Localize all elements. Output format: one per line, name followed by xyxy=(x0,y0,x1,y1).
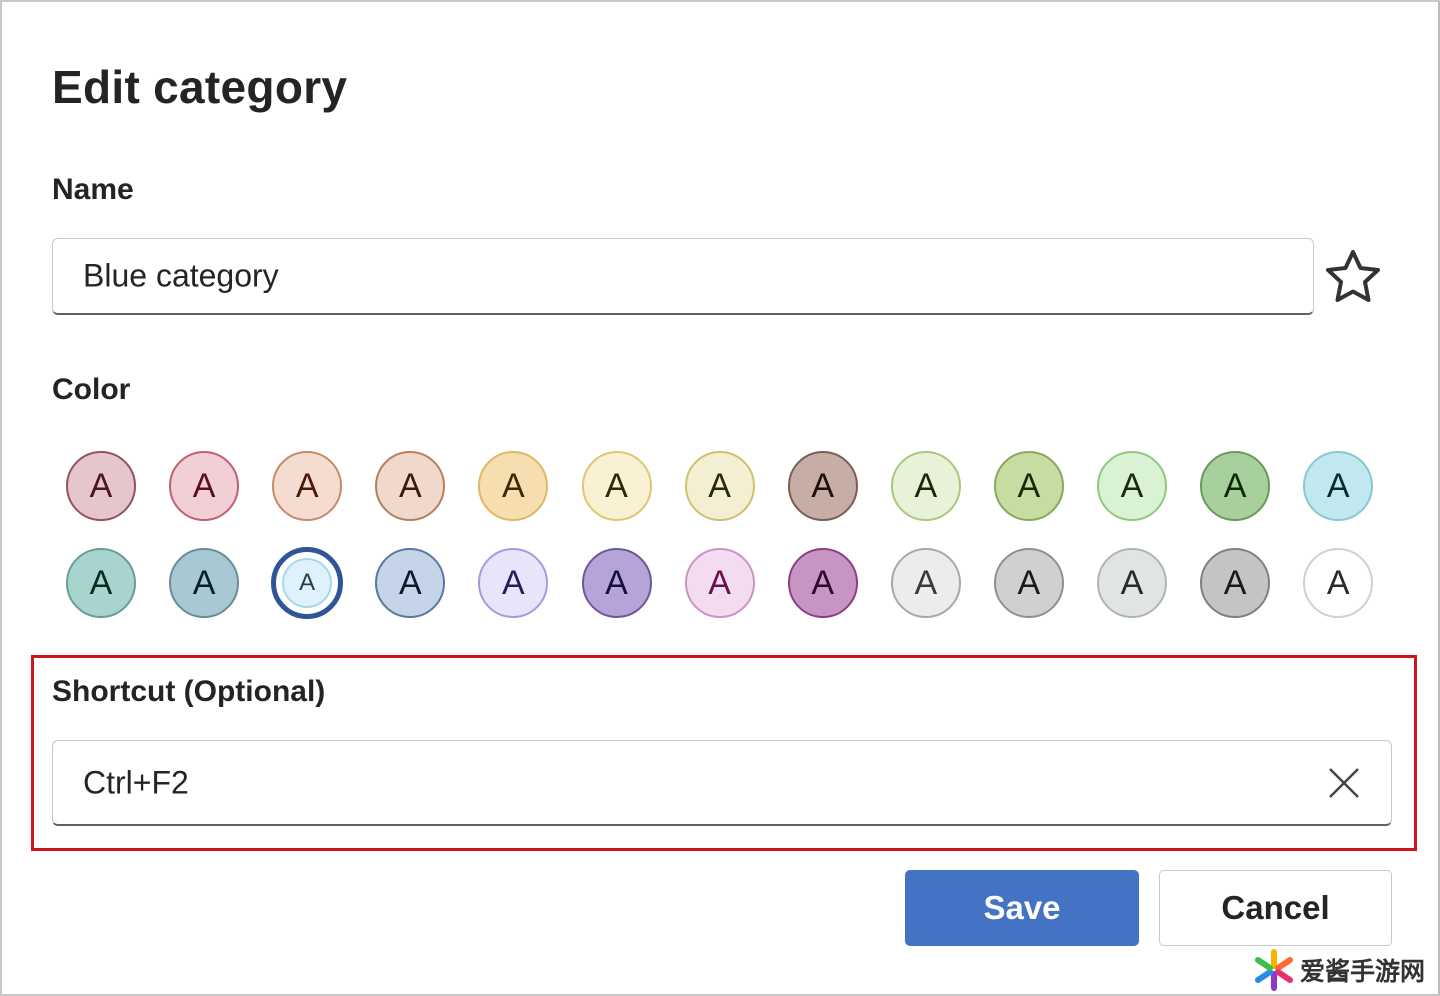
color-swatch[interactable]: A xyxy=(581,451,652,521)
cancel-button[interactable]: Cancel xyxy=(1159,870,1392,946)
color-swatch[interactable]: A xyxy=(66,548,136,618)
color-swatch[interactable]: A xyxy=(375,451,446,521)
name-input-value: Blue category xyxy=(83,257,279,294)
color-swatch[interactable]: A xyxy=(993,451,1064,521)
watermark-logo-icon xyxy=(1255,949,1293,991)
color-swatch[interactable]: A xyxy=(1303,451,1374,521)
watermark: 爱酱手游网 xyxy=(1252,948,1425,992)
shortcut-input[interactable]: Ctrl+F2 xyxy=(52,740,1392,826)
color-swatch[interactable]: A xyxy=(890,451,961,521)
color-swatch[interactable]: A xyxy=(1097,548,1167,618)
color-swatch[interactable]: A xyxy=(787,451,858,521)
color-swatch[interactable]: A xyxy=(1097,451,1167,521)
color-swatch[interactable]: A xyxy=(478,451,549,521)
shortcut-highlight-box xyxy=(31,655,1417,851)
color-swatch[interactable]: A xyxy=(993,548,1064,618)
color-swatch[interactable]: A xyxy=(66,451,136,521)
shortcut-label: Shortcut (Optional) xyxy=(52,675,326,708)
color-swatch[interactable]: A xyxy=(1303,548,1374,618)
color-label: Color xyxy=(52,373,131,406)
close-icon[interactable] xyxy=(1327,766,1361,800)
save-button[interactable]: Save xyxy=(905,870,1139,946)
color-swatch[interactable]: A xyxy=(581,548,652,618)
star-icon[interactable] xyxy=(1322,247,1384,307)
color-swatch[interactable]: A xyxy=(169,548,240,618)
color-swatch[interactable]: A xyxy=(169,451,240,521)
color-swatch[interactable]: A xyxy=(684,451,755,521)
dialog-title: Edit category xyxy=(52,61,348,113)
color-swatch[interactable]: A xyxy=(684,548,755,618)
color-swatch[interactable]: A xyxy=(271,547,344,619)
color-swatch[interactable]: A xyxy=(1200,548,1271,618)
shortcut-input-value: Ctrl+F2 xyxy=(83,764,189,800)
color-swatch-selected-inner: A xyxy=(282,558,333,608)
watermark-text: 爱酱手游网 xyxy=(1300,958,1426,986)
color-swatch[interactable]: A xyxy=(890,548,961,618)
name-label: Name xyxy=(52,173,134,206)
color-swatch[interactable]: A xyxy=(478,548,549,618)
color-swatch[interactable]: A xyxy=(272,451,343,521)
name-input[interactable]: Blue category xyxy=(52,238,1314,315)
color-swatch[interactable]: A xyxy=(787,548,858,618)
color-swatch[interactable]: A xyxy=(375,548,446,618)
color-swatch[interactable]: A xyxy=(1200,451,1271,521)
